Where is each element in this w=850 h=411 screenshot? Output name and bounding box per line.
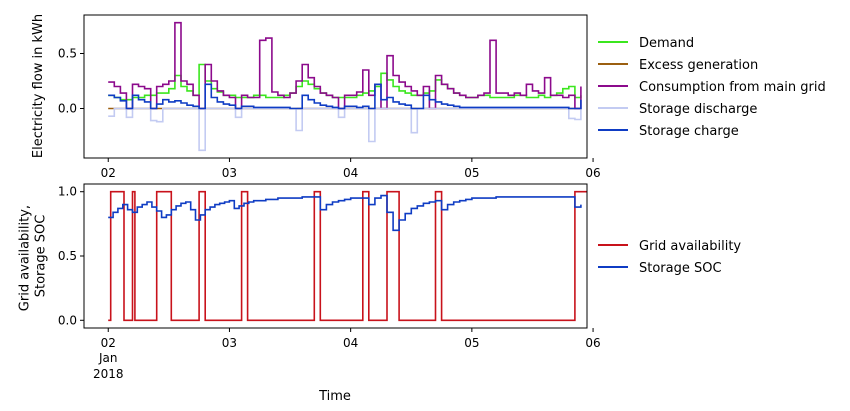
top-chart-series-consumption-from-main-grid	[108, 21, 582, 110]
bottom-chart-xtick-label: 06	[585, 336, 600, 350]
top-chart-legend-label-consumption-from-main-grid: Consumption from main grid	[639, 80, 826, 95]
bottom-chart-ticks: 0.0 0.5 1.0 02 03 04 05 06	[58, 185, 601, 350]
bottom-chart-xlabel: Time	[318, 389, 351, 404]
bottom-chart-legend: Grid availability Storage SOC	[598, 239, 741, 276]
top-chart-frame	[83, 14, 588, 159]
bottom-chart-frame	[83, 183, 588, 329]
bottom-chart-series-grid-availability	[108, 190, 587, 322]
bottom-chart-xtick-label: 05	[464, 336, 479, 350]
top-chart-xtick-label: 05	[464, 166, 479, 180]
top-chart-xtick-label: 06	[585, 166, 600, 180]
bottom-chart-xtick-label: 02	[101, 336, 116, 350]
bottom-chart-series-group	[108, 190, 587, 322]
top-chart-ylabel: Electricity flow in kWh	[31, 14, 46, 158]
top-chart-legend-label-storage-charge: Storage charge	[639, 124, 739, 139]
top-chart-ticks: 0.0 0.5 02 03 04 05 06	[58, 47, 601, 181]
bottom-chart-xtick-label: 04	[343, 336, 358, 350]
top-chart-series-storage-discharge	[108, 107, 582, 152]
bottom-chart-ylabel-line1: Grid availability,	[18, 205, 33, 311]
top-chart-xtick-label: 03	[222, 166, 237, 180]
bottom-chart-panel: 0.0 0.5 1.0 02 03 04 05 06 Grid availability, S…	[18, 183, 601, 404]
top-chart-legend-label-excess-generation: Excess generation	[639, 58, 758, 73]
top-chart-series-group	[108, 21, 582, 152]
top-chart-series-storage-charge	[108, 83, 582, 110]
bottom-chart-series-storage-soc	[108, 194, 582, 232]
bottom-chart-legend-label-grid-availability: Grid availability	[639, 239, 741, 254]
top-chart-legend-label-demand: Demand	[639, 36, 694, 51]
top-chart-ytick-label: 0.5	[58, 47, 77, 61]
bottom-chart-x-sublabel-year: 2018	[93, 367, 124, 381]
top-chart-xtick-label: 02	[101, 166, 116, 180]
top-chart-xtick-label: 04	[343, 166, 358, 180]
bottom-chart-ylabel: Grid availability, Storage SOC	[18, 201, 49, 311]
top-chart-legend-label-storage-discharge: Storage discharge	[639, 102, 757, 117]
top-chart-panel: 0.0 0.5 02 03 04 05 06 Electricity flow in kWh	[31, 14, 601, 180]
bottom-chart-ytick-label: 0.0	[58, 313, 77, 327]
bottom-chart-ytick-label: 0.5	[58, 249, 77, 263]
bottom-chart-ytick-label: 1.0	[58, 185, 77, 199]
bottom-chart-x-sublabel-month: Jan	[98, 351, 118, 365]
bottom-chart-legend-label-storage-soc: Storage SOC	[639, 261, 722, 276]
top-chart-legend: Demand Excess generation Consumption from …	[598, 36, 826, 139]
top-chart-series-demand	[108, 63, 582, 101]
top-chart-ytick-label: 0.0	[58, 102, 77, 116]
bottom-chart-xtick-label: 03	[222, 336, 237, 350]
bottom-chart-ylabel-line2: Storage SOC	[33, 215, 48, 298]
